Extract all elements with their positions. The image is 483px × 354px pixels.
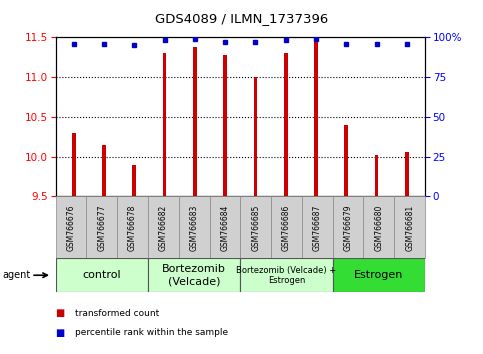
- Text: Bortezomib
(Velcade): Bortezomib (Velcade): [162, 264, 226, 286]
- Text: ■: ■: [56, 308, 65, 318]
- Bar: [56, 196, 86, 258]
- Text: GSM766678: GSM766678: [128, 204, 137, 251]
- Text: GSM766679: GSM766679: [343, 204, 353, 251]
- Text: agent: agent: [2, 270, 30, 280]
- Text: ■: ■: [56, 328, 65, 338]
- Bar: [86, 196, 117, 258]
- Bar: [333, 196, 364, 258]
- Bar: [333, 258, 425, 292]
- Bar: [148, 258, 241, 292]
- Text: percentile rank within the sample: percentile rank within the sample: [75, 328, 228, 337]
- Bar: [223, 56, 227, 196]
- Text: GSM766677: GSM766677: [97, 204, 106, 251]
- Bar: [148, 196, 179, 258]
- Bar: [314, 41, 318, 196]
- Bar: [193, 47, 197, 196]
- Bar: [405, 152, 409, 196]
- Bar: [56, 258, 148, 292]
- Bar: [271, 196, 302, 258]
- Text: GSM766681: GSM766681: [405, 204, 414, 251]
- Text: Estrogen: Estrogen: [354, 270, 403, 280]
- Text: transformed count: transformed count: [75, 309, 159, 318]
- Bar: [375, 155, 378, 196]
- Bar: [163, 53, 167, 196]
- Text: Bortezomib (Velcade) +
Estrogen: Bortezomib (Velcade) + Estrogen: [236, 266, 337, 285]
- Bar: [364, 196, 394, 258]
- Text: GSM766686: GSM766686: [282, 204, 291, 251]
- Text: GSM766684: GSM766684: [220, 204, 229, 251]
- Bar: [179, 196, 210, 258]
- Text: GSM766683: GSM766683: [190, 204, 199, 251]
- Text: GSM766682: GSM766682: [159, 204, 168, 251]
- Text: GSM766687: GSM766687: [313, 204, 322, 251]
- Text: GDS4089 / ILMN_1737396: GDS4089 / ILMN_1737396: [155, 12, 328, 25]
- Bar: [132, 165, 136, 196]
- Text: GSM766680: GSM766680: [374, 204, 384, 251]
- Bar: [302, 196, 333, 258]
- Bar: [344, 125, 348, 196]
- Bar: [102, 145, 106, 196]
- Text: GSM766676: GSM766676: [67, 204, 75, 251]
- Bar: [210, 196, 240, 258]
- Bar: [254, 77, 257, 196]
- Bar: [394, 196, 425, 258]
- Bar: [72, 133, 75, 196]
- Text: GSM766685: GSM766685: [251, 204, 260, 251]
- Bar: [241, 196, 271, 258]
- Bar: [241, 258, 333, 292]
- Text: control: control: [83, 270, 121, 280]
- Bar: [117, 196, 148, 258]
- Bar: [284, 53, 287, 196]
